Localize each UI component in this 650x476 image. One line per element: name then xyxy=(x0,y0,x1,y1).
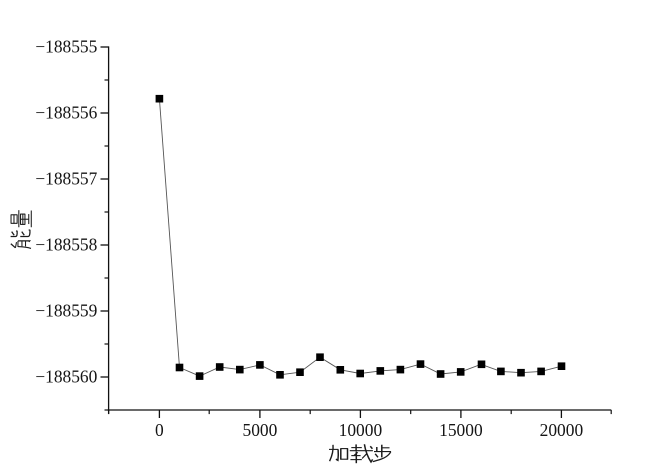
svg-text:−188558: −188558 xyxy=(35,235,97,255)
svg-text:−188559: −188559 xyxy=(35,301,97,321)
svg-text:10000: 10000 xyxy=(339,420,383,440)
svg-text:5000: 5000 xyxy=(243,420,278,440)
svg-text:0: 0 xyxy=(155,420,164,440)
svg-text:15000: 15000 xyxy=(439,420,483,440)
svg-text:−188556: −188556 xyxy=(35,103,97,123)
svg-text:20000: 20000 xyxy=(540,420,584,440)
svg-text:−188560: −188560 xyxy=(35,367,97,387)
svg-text:−188557: −188557 xyxy=(35,169,97,189)
svg-text:−188555: −188555 xyxy=(35,37,97,57)
